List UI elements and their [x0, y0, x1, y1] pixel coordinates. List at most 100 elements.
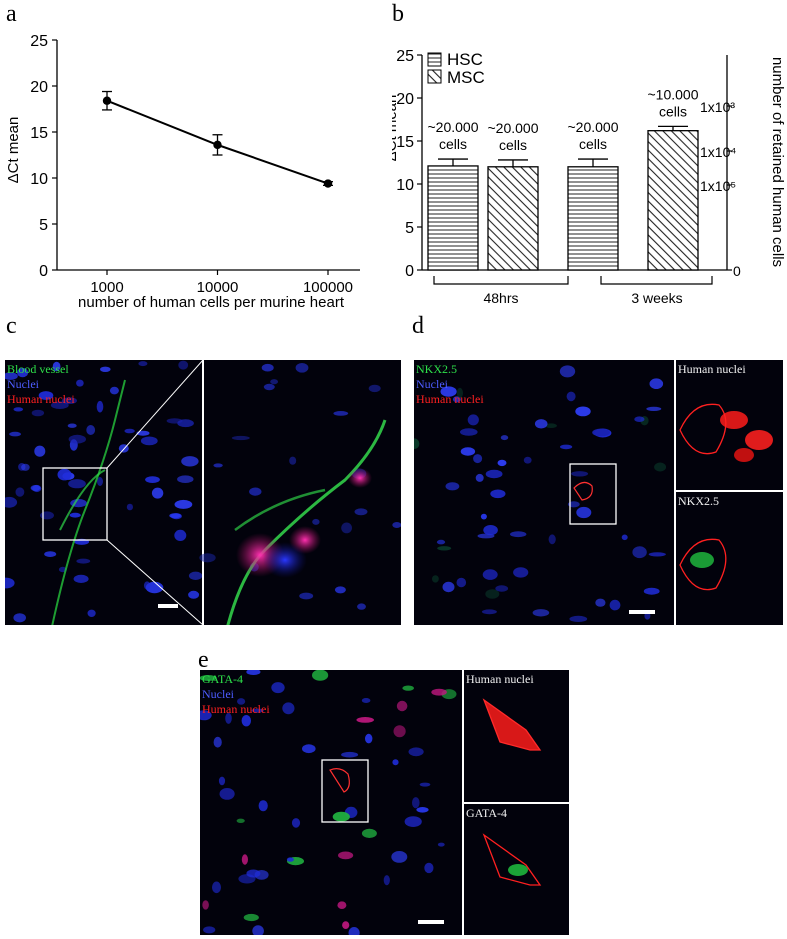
nucleus [282, 702, 295, 715]
inset-label-top: Human nuclei [466, 672, 534, 686]
zoom-box [42, 467, 108, 541]
group-label-48hrs: 48hrs [483, 290, 518, 306]
nucleus [68, 479, 86, 489]
bar-annotation: ~20.000 [428, 119, 479, 135]
nucleus [312, 518, 320, 525]
y-axis-label: ΔCt mean [5, 117, 22, 184]
nucleus [392, 759, 399, 766]
nucleus [252, 925, 264, 935]
panel-label-c: c [6, 313, 17, 339]
nucleus [495, 585, 509, 592]
bar-annotation: ~20.000 [568, 119, 619, 135]
bar-annotation: ~10.000 [648, 86, 699, 102]
nucleus [124, 428, 135, 434]
y-tick-label: 15 [396, 134, 414, 151]
stain-label-green: Blood vessel [7, 362, 69, 376]
nucleus [231, 435, 250, 441]
nucleus [646, 406, 662, 411]
nucleus [485, 589, 500, 599]
stain-label-red: Human nuclei [7, 392, 75, 406]
y-tick-label: 20 [30, 79, 48, 96]
nucleus [261, 363, 274, 372]
nucleus [513, 567, 529, 578]
nucleus [473, 454, 483, 464]
nucleus [212, 881, 221, 894]
nucleus [437, 546, 452, 551]
nucleus [236, 818, 245, 823]
nucleus [481, 609, 497, 615]
data-point [323, 179, 333, 188]
nucleus [44, 551, 57, 557]
zoom-box [569, 463, 617, 525]
nucleus [68, 434, 86, 444]
zoom-box [321, 759, 369, 823]
data-point [102, 96, 112, 105]
nucleus [241, 715, 251, 727]
nucleus [76, 558, 91, 564]
y-tick-label: 5 [405, 220, 414, 237]
nucleus [416, 807, 429, 813]
nucleus [576, 506, 592, 519]
nucleus [5, 577, 15, 589]
right-tick-label: 1x10³ [700, 99, 735, 115]
nucleus [534, 419, 548, 429]
nucleus [177, 475, 194, 483]
nucleus [482, 569, 498, 580]
nucleus [225, 712, 232, 724]
nucleus [286, 857, 294, 862]
nucleus [595, 598, 606, 607]
nucleus [393, 725, 406, 738]
nucleus [100, 366, 111, 372]
chart-a: 0 5 10 15 20 25 1000 10000 100000 ΔCt mean numbe… [5, 33, 360, 311]
nucleus [30, 485, 41, 491]
micrograph-e: GATA-4 Nuclei Human nuclei Human nuclei … [200, 670, 569, 935]
nucleus [145, 476, 160, 483]
nucleus [219, 788, 235, 800]
nucleus [97, 477, 103, 486]
nucleus [404, 816, 422, 827]
nucleus [57, 468, 72, 481]
nucleus [218, 776, 226, 786]
nucleus [412, 797, 420, 809]
y-axis-label: ΔCt mean [392, 95, 400, 162]
nucleus [475, 473, 484, 482]
nucleus [21, 463, 30, 471]
nucleus [383, 875, 390, 886]
y-tick-label: 25 [30, 33, 48, 50]
nucleus [437, 842, 445, 847]
y-tick-label: 0 [405, 263, 414, 280]
bar-annotation: cells [579, 136, 607, 152]
panel-label-d: d [412, 313, 424, 339]
nucleus [456, 577, 467, 588]
nucleus [460, 447, 476, 456]
nucleus [213, 463, 223, 468]
bar-annotation: cells [659, 103, 687, 119]
nucleus [485, 469, 503, 479]
nucleus [497, 459, 507, 467]
nucleus [76, 379, 84, 387]
nucleus [138, 361, 148, 367]
nucleus [467, 414, 479, 426]
nucleus [334, 586, 346, 594]
inset-label-top: Human nuclei [678, 362, 746, 376]
nucleus [61, 397, 77, 405]
legend-label-hsc: HSC [447, 50, 483, 69]
nucleus [548, 534, 556, 545]
y-axis-right-label: number of retained human cells [769, 57, 786, 267]
nucleus [87, 609, 96, 617]
scale-bar [158, 604, 178, 608]
nucleus [644, 612, 651, 620]
nucleus [621, 534, 628, 541]
nucleus [312, 670, 329, 681]
scale-bar [629, 610, 655, 614]
nucleus [243, 913, 259, 922]
inset-label-bottom: NKX2.5 [678, 494, 719, 508]
nucleus [500, 435, 509, 441]
stain-label-blue: Nuclei [416, 377, 448, 391]
micrograph-e-image [200, 670, 569, 935]
nucleus [356, 717, 374, 723]
nucleus [490, 489, 506, 499]
stain-label-red: Human nuclei [416, 392, 484, 406]
nucleus [361, 698, 371, 703]
